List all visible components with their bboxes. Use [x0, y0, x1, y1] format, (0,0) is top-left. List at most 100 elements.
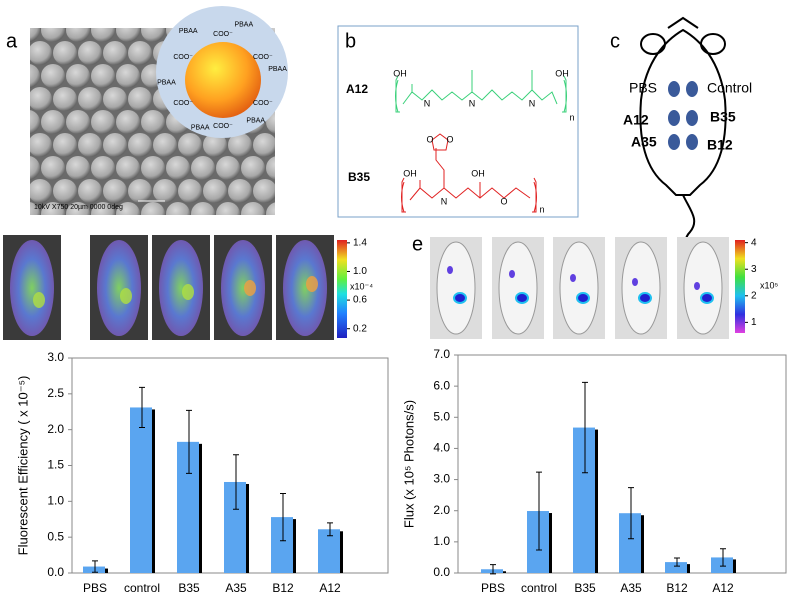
shell-label: PBAA: [268, 66, 287, 73]
bar: [177, 441, 199, 573]
site-label: Control: [707, 80, 752, 96]
bead: [41, 156, 65, 180]
bead: [41, 64, 65, 88]
x-tick-label: control: [124, 581, 160, 595]
atom: N: [469, 98, 476, 108]
site-label: B12: [707, 137, 733, 153]
bar: [711, 557, 733, 573]
bead: [141, 110, 165, 134]
panel-label: e: [412, 233, 423, 255]
bead: [266, 202, 275, 215]
bead: [153, 179, 177, 203]
bead: [228, 133, 252, 157]
y-axis-label: Flux (x 10⁵ Photons/s): [401, 400, 416, 528]
bead: [41, 202, 65, 215]
bead: [66, 110, 90, 134]
colorbar-tick-label: 4: [751, 237, 757, 248]
bar: [271, 517, 293, 573]
y-tick-label: 0.5: [47, 529, 64, 543]
bead: [166, 156, 190, 180]
signal: [576, 292, 590, 304]
y-tick-label: 3.0: [433, 472, 450, 486]
x-tick-label: B35: [178, 581, 200, 595]
bead: [278, 133, 302, 157]
error-bar: [139, 386, 145, 429]
colorbar-tick-label: 2: [751, 290, 757, 301]
bar: [83, 566, 105, 573]
bead: [116, 64, 140, 88]
bead: [30, 156, 40, 180]
error-bar: [490, 564, 496, 575]
bead: [228, 179, 252, 203]
x-tick-label: control: [521, 581, 557, 595]
atom: N: [424, 98, 431, 108]
bead: [30, 202, 40, 215]
shell-label: PBAA: [179, 28, 198, 35]
bar: [573, 427, 595, 573]
signal: [447, 266, 453, 274]
x-tick-label: A12: [319, 581, 341, 595]
site: [686, 81, 698, 97]
bar: [224, 481, 246, 573]
bead: [91, 202, 115, 215]
bead: [78, 87, 102, 111]
mouse-body: [621, 241, 661, 335]
bead: [116, 156, 140, 180]
polymer-name: B35: [348, 170, 370, 184]
bar: [481, 569, 503, 573]
bead: [153, 133, 177, 157]
structure-box: [337, 25, 579, 218]
y-tick-label: 6.0: [433, 378, 450, 392]
signal: [515, 292, 529, 304]
error-bar: [233, 454, 239, 510]
shell-label: PBAA: [234, 21, 253, 28]
group-label: COO⁻: [173, 100, 193, 107]
y-axis-label: Fluorescent Efficiency ( x 10⁻⁵): [15, 376, 30, 556]
group-label: COO⁻: [213, 123, 233, 130]
bead: [91, 28, 115, 42]
bead: [91, 64, 115, 88]
bead: [30, 110, 40, 134]
bead: [66, 202, 90, 215]
colorbar: [735, 240, 745, 333]
bar: [318, 529, 340, 573]
bead: [191, 156, 215, 180]
bead: [116, 202, 140, 215]
error-bar: [280, 492, 286, 542]
atom-labels: OH N N N OH n O O OH N OH On: [393, 68, 574, 214]
atom: OH: [393, 68, 407, 78]
bar: [527, 511, 549, 573]
shell-label: PBAA: [157, 80, 176, 87]
y-tick-label: 0.0: [433, 565, 450, 579]
structure-a12: [395, 70, 567, 113]
mouse-body: [436, 241, 476, 335]
y-tick-label: 7.0: [433, 347, 450, 361]
bead: [128, 179, 152, 203]
y-tick-label: 1.0: [47, 494, 64, 508]
y-tick-label: 0.0: [47, 565, 64, 579]
atom: N: [441, 196, 448, 206]
y-tick-label: 2.5: [47, 386, 64, 400]
signal: [700, 292, 714, 304]
colorbar-tick-label: 0.6: [353, 295, 367, 306]
atom: N: [529, 98, 536, 108]
nanoparticle-core: [185, 42, 261, 118]
signal: [182, 284, 194, 300]
site: [686, 134, 698, 150]
mouse-body: [559, 241, 599, 335]
signal: [120, 288, 132, 304]
bead: [78, 133, 102, 157]
y-tick-label: 3.0: [47, 350, 64, 364]
site-label: B35: [710, 109, 736, 125]
site: [668, 81, 680, 97]
bead: [78, 41, 102, 65]
bead: [253, 179, 275, 203]
bead: [53, 179, 77, 203]
y-tick-label: 1.5: [47, 458, 64, 472]
panel-label: c: [610, 30, 620, 52]
site: [686, 110, 698, 126]
mouse-images: [3, 235, 729, 340]
colorbar: [337, 240, 347, 338]
